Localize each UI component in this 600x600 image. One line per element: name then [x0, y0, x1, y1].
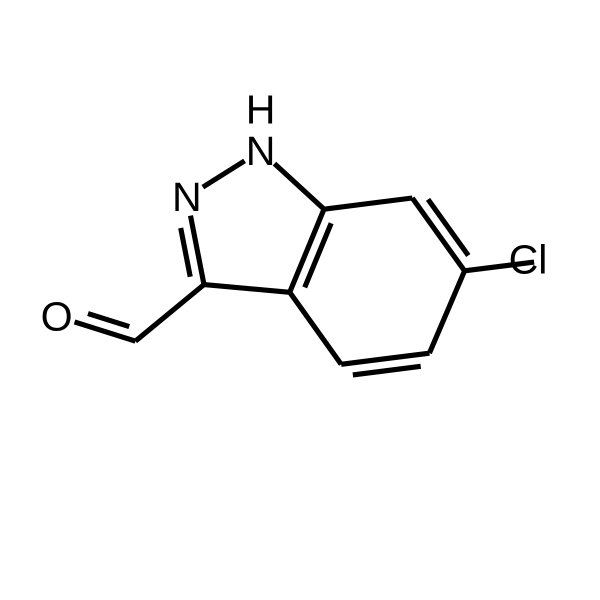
atom-label-N1: N: [246, 128, 276, 174]
bond-C3-N2-inner: [181, 228, 191, 277]
bond-C6-C7-outer: [412, 198, 464, 271]
bond-C7-C7a: [324, 198, 412, 209]
atom-label-N2: N: [172, 174, 202, 220]
bonds-group: [75, 161, 535, 375]
bond-N2-N1: [203, 161, 245, 187]
bond-N1-C7a: [274, 164, 324, 210]
bond-C4-C5-inner: [353, 366, 421, 375]
bond-C3a-C4: [290, 292, 341, 364]
bond-C3-N2-outer: [190, 216, 204, 285]
bond-O-CHO_C-inner: [88, 314, 129, 327]
bond-C4-C5-outer: [341, 353, 429, 364]
atom-label-O: O: [41, 293, 73, 339]
bond-CHO_C-C3: [135, 285, 204, 342]
atom-label-Cl: Cl: [509, 237, 548, 283]
bond-C3a-C3: [204, 285, 290, 293]
bond-C5-C6: [429, 271, 464, 353]
bond-C7a-C3a-inner: [305, 223, 331, 287]
chemical-structure-diagram: O NNH Cl: [0, 0, 600, 600]
atom-label-N1-H: H: [246, 87, 276, 133]
